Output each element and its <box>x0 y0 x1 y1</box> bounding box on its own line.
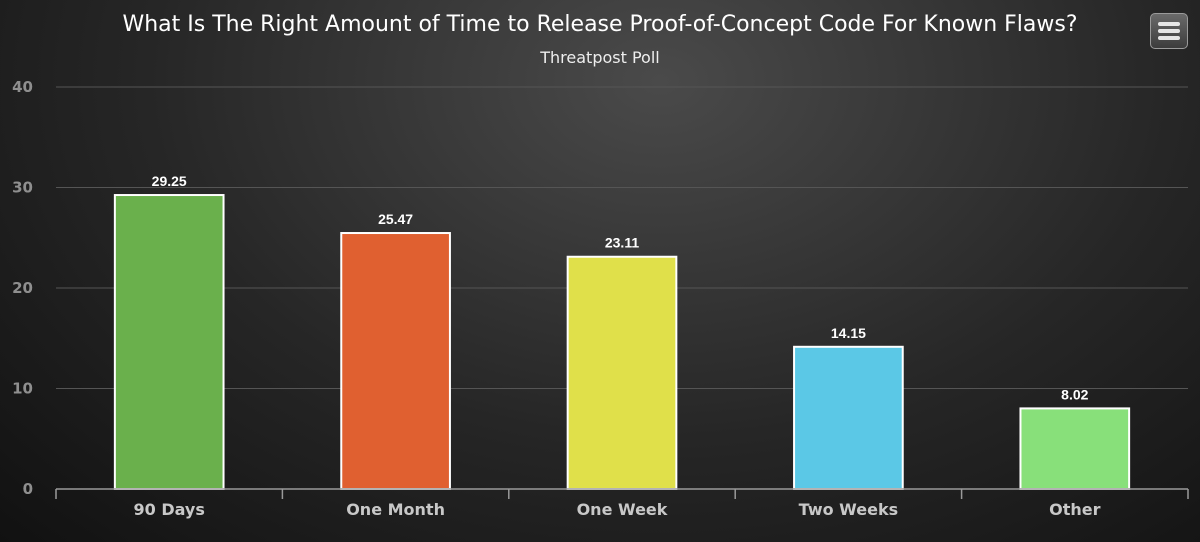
bar-two-weeks[interactable] <box>793 345 904 491</box>
y-tick-label: 0 <box>23 480 33 498</box>
bars: 29.25 25.47 23.11 14.15 8.02 <box>113 173 1131 491</box>
x-tick-label: 90 Days <box>134 500 205 519</box>
data-label: 25.47 <box>378 211 413 227</box>
data-label: 23.11 <box>605 235 639 251</box>
x-tick-label: Two Weeks <box>799 500 898 519</box>
data-label: 29.25 <box>152 173 187 189</box>
data-label: 8.02 <box>1061 386 1088 402</box>
chart-title: What Is The Right Amount of Time to Rele… <box>122 12 1077 37</box>
menu-line <box>1158 22 1180 26</box>
x-tick-label: Other <box>1049 500 1100 519</box>
x-axis: 90 Days One Month One Week Two Weeks Other <box>55 488 1189 519</box>
data-label: 14.15 <box>831 325 866 341</box>
bar-90-days[interactable] <box>113 194 225 490</box>
bar-one-week[interactable] <box>566 255 678 490</box>
bar-one-month[interactable] <box>340 232 451 490</box>
y-tick-label: 40 <box>12 78 33 96</box>
menu-line <box>1158 36 1180 40</box>
x-tick-label: One Month <box>346 500 445 519</box>
chart-subtitle: Threatpost Poll <box>539 48 659 67</box>
y-tick-label: 20 <box>12 279 33 297</box>
y-tick-label: 30 <box>12 179 33 197</box>
menu-line <box>1158 29 1180 33</box>
chart-menu-button[interactable] <box>1150 13 1188 49</box>
bar-other[interactable] <box>1019 407 1131 490</box>
y-tick-label: 10 <box>12 380 33 398</box>
x-tick-label: One Week <box>577 500 668 519</box>
y-axis: 0 10 20 30 40 <box>12 78 33 498</box>
